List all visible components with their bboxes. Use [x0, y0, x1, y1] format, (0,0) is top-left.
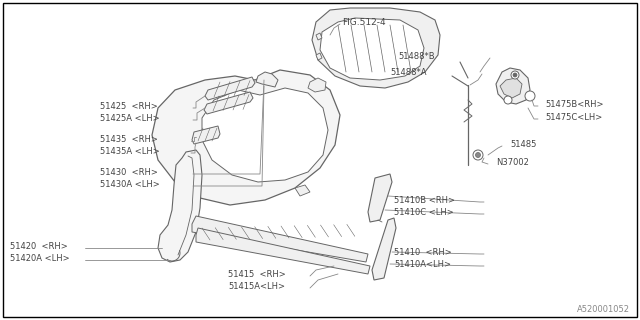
Circle shape	[473, 150, 483, 160]
Circle shape	[476, 153, 481, 157]
Text: 51425A <LH>: 51425A <LH>	[100, 114, 159, 123]
Text: 51420  <RH>: 51420 <RH>	[10, 242, 68, 251]
Circle shape	[504, 96, 512, 104]
Text: 51485: 51485	[510, 140, 536, 149]
Polygon shape	[256, 72, 278, 87]
Text: 51410  <RH>: 51410 <RH>	[394, 248, 452, 257]
Text: 51425  <RH>: 51425 <RH>	[100, 102, 157, 111]
Polygon shape	[496, 68, 530, 104]
Text: FIG.512-4: FIG.512-4	[342, 18, 386, 27]
Polygon shape	[202, 88, 328, 182]
Polygon shape	[295, 185, 310, 196]
Text: A520001052: A520001052	[577, 305, 630, 314]
Text: 51435  <RH>: 51435 <RH>	[100, 135, 158, 144]
Text: 51415A<LH>: 51415A<LH>	[228, 282, 285, 291]
Polygon shape	[368, 174, 392, 222]
Text: 51415  <RH>: 51415 <RH>	[228, 270, 285, 279]
Text: 51475C<LH>: 51475C<LH>	[545, 113, 602, 122]
Text: 51420A <LH>: 51420A <LH>	[10, 254, 70, 263]
Polygon shape	[204, 92, 253, 114]
Text: 51488*B: 51488*B	[398, 52, 435, 61]
Polygon shape	[320, 18, 424, 80]
Circle shape	[525, 91, 535, 101]
Polygon shape	[316, 53, 322, 60]
Polygon shape	[192, 216, 368, 262]
Circle shape	[513, 73, 517, 77]
Text: 51475B<RH>: 51475B<RH>	[545, 100, 604, 109]
Polygon shape	[152, 70, 340, 205]
Polygon shape	[196, 228, 370, 274]
Polygon shape	[372, 218, 396, 280]
Polygon shape	[158, 150, 202, 262]
Polygon shape	[316, 33, 322, 40]
Polygon shape	[205, 77, 255, 100]
Polygon shape	[308, 78, 326, 92]
Circle shape	[511, 71, 519, 79]
Text: 51430A <LH>: 51430A <LH>	[100, 180, 160, 189]
Text: 51488*A: 51488*A	[390, 68, 426, 77]
Text: 51430  <RH>: 51430 <RH>	[100, 168, 158, 177]
Text: 51435A <LH>: 51435A <LH>	[100, 147, 160, 156]
Text: N37002: N37002	[496, 158, 529, 167]
Polygon shape	[500, 78, 522, 98]
Polygon shape	[312, 8, 440, 88]
Text: 51410A<LH>: 51410A<LH>	[394, 260, 451, 269]
Polygon shape	[192, 126, 220, 144]
Text: 51410C <LH>: 51410C <LH>	[394, 208, 454, 217]
Text: 51410B <RH>: 51410B <RH>	[394, 196, 455, 205]
